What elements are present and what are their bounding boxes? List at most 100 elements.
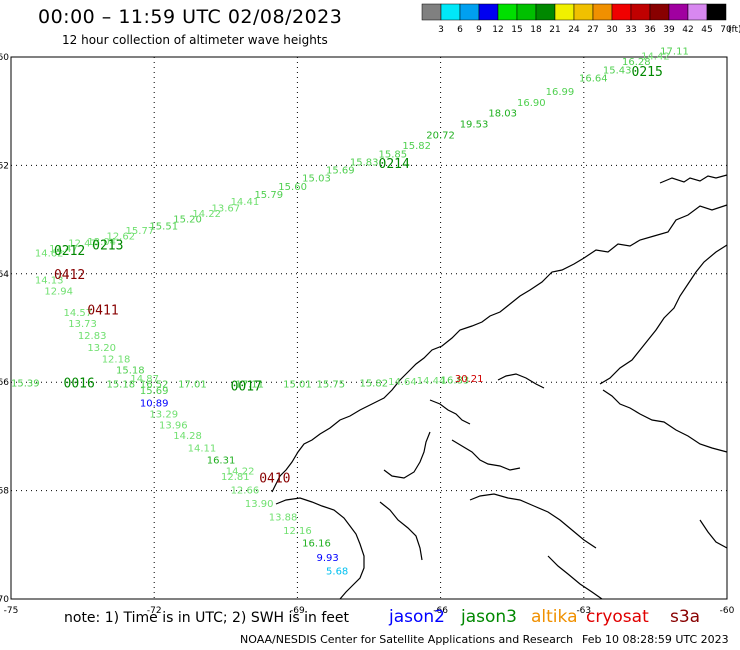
credit-text: NOAA/NESDIS Center for Satellite Applica… (240, 633, 574, 646)
swh-value: 14.11 (188, 444, 217, 455)
swh-value: 15.39 (11, 379, 40, 390)
swh-value: 12.94 (44, 286, 73, 297)
colorbar-label: 70 (720, 25, 732, 35)
swh-value: 16.90 (517, 98, 546, 109)
lat-tick-label: -64 (0, 270, 9, 280)
satellite-legend-s3a: s3a (670, 607, 701, 627)
swh-value: 12.81 (221, 472, 250, 483)
satellite-legend-jason2: jason2 (389, 607, 445, 627)
map-frame (10, 56, 728, 600)
swh-value: 12.62 (106, 232, 135, 243)
colorbar-label: 30 (606, 25, 618, 35)
map-title: 00:00 – 11:59 UTC 02/08/2023 (38, 6, 343, 28)
coastline-segment (429, 399, 471, 425)
swh-value: 16.64 (579, 73, 608, 84)
coastline-segment (659, 174, 728, 184)
lon-tick-label: -75 (4, 606, 19, 616)
map-subtitle: 12 hour collection of altimeter wave hei… (62, 33, 328, 47)
swh-value: 13.04 (87, 237, 116, 248)
swh-value: 15.69 (326, 166, 355, 177)
colorbar-label: 6 (457, 25, 463, 35)
swh-value: 13.96 (159, 420, 188, 431)
swh-value: 15.82 (402, 141, 431, 152)
swh-value: 15.77 (126, 226, 155, 237)
colorbar-label: 24 (568, 25, 580, 35)
swh-value: 15.01 (283, 380, 312, 391)
swh-value: 14.22 (192, 209, 221, 220)
coastline-segment (547, 555, 603, 600)
coastline-segment (599, 244, 728, 385)
pass-time-label: 0017 (231, 379, 262, 394)
swh-value: 20.72 (426, 130, 455, 141)
lat-tick-label: -60 (0, 53, 9, 63)
swh-value: 15.03 (302, 174, 331, 185)
swh-value: 15.69 (140, 386, 169, 397)
swh-value: 10.89 (140, 399, 169, 410)
coastline-segment (699, 519, 728, 549)
swh-value: 14.42 (641, 52, 670, 63)
swh-value: 16.99 (546, 87, 575, 98)
swh-value: 13.29 (149, 409, 178, 420)
pass-time-label: 0016 (64, 377, 95, 392)
satellite-legend-altika: altika (531, 607, 578, 627)
swh-value: 12.47 (68, 239, 97, 250)
swh-value: 12.83 (78, 331, 107, 342)
swh-value: 17.11 (660, 46, 689, 57)
colorbar-label: 42 (682, 25, 693, 35)
colorbar-label: 3 (438, 25, 444, 35)
swh-value: 14.57 (64, 308, 93, 319)
lon-tick-label: -69 (290, 606, 305, 616)
swh-value: 13.88 (269, 512, 298, 523)
generated-timestamp: Feb 10 08:28:59 UTC 2023 (582, 633, 729, 646)
swh-value: 15.43 (603, 65, 632, 76)
colorbar-label: 33 (625, 25, 636, 35)
swh-value: 17.11 (235, 380, 264, 391)
colorbar-label: 9 (476, 25, 482, 35)
swh-value: 15.79 (254, 190, 283, 201)
lon-tick-label: -66 (433, 606, 448, 616)
colorbar-label: 12 (492, 25, 503, 35)
swh-value: 14.87 (130, 374, 159, 385)
coastline-segment (383, 431, 431, 479)
swh-value: 15.18 (116, 366, 145, 377)
lon-tick-label: -63 (576, 606, 591, 616)
colorbar-bin (706, 3, 727, 21)
swh-value: 16.83 (441, 375, 470, 386)
swh-value: 15.51 (149, 221, 178, 232)
swh-value: 15.75 (316, 380, 345, 391)
swh-value: 16.31 (207, 456, 236, 467)
swh-value: 15.60 (278, 182, 307, 193)
swh-value: 16.28 (622, 57, 651, 68)
coastline-segment (469, 493, 597, 549)
coastline-segment (275, 497, 365, 600)
colorbar-label: 18 (530, 25, 542, 35)
swh-value: 14.22 (226, 466, 255, 477)
pass-time-label: 0213 (92, 238, 123, 253)
coastline-segment (451, 439, 521, 471)
satellite-legend-cryosat: cryosat (586, 607, 649, 627)
pass-time-label: 0410 (259, 471, 290, 486)
colorbar-label: 21 (549, 25, 560, 35)
swh-value: 15.20 (173, 214, 202, 225)
colorbar-label: 45 (701, 25, 712, 35)
lat-tick-label: -62 (0, 161, 9, 171)
swh-value: 15.83 (350, 157, 379, 168)
colorbar-unit: (ft) (728, 25, 740, 35)
swh-value: 19.53 (460, 119, 489, 130)
colorbar-label: 15 (511, 25, 522, 35)
swh-value: 12.66 (231, 485, 260, 496)
satellite-pass-labels: 0212 0213 0214 0215 0412 0411 0410 0016 0017 (54, 65, 663, 487)
colorbar-label: 27 (587, 25, 598, 35)
pass-time-label: 0215 (632, 65, 663, 80)
swh-value: 14.41 (231, 197, 260, 208)
swh-value: 15.85 (379, 149, 408, 160)
swh-value: 9.93 (316, 553, 338, 564)
swh-value: 12.18 (102, 355, 131, 366)
swh-value: 14.44 (417, 376, 446, 387)
swh-value: 14.64 (388, 377, 417, 388)
swh-value: 16.52 (140, 380, 169, 391)
lat-tick-label: -68 (0, 487, 9, 497)
pass-time-label: 0214 (379, 157, 410, 172)
swh-value: 17.01 (178, 380, 207, 391)
